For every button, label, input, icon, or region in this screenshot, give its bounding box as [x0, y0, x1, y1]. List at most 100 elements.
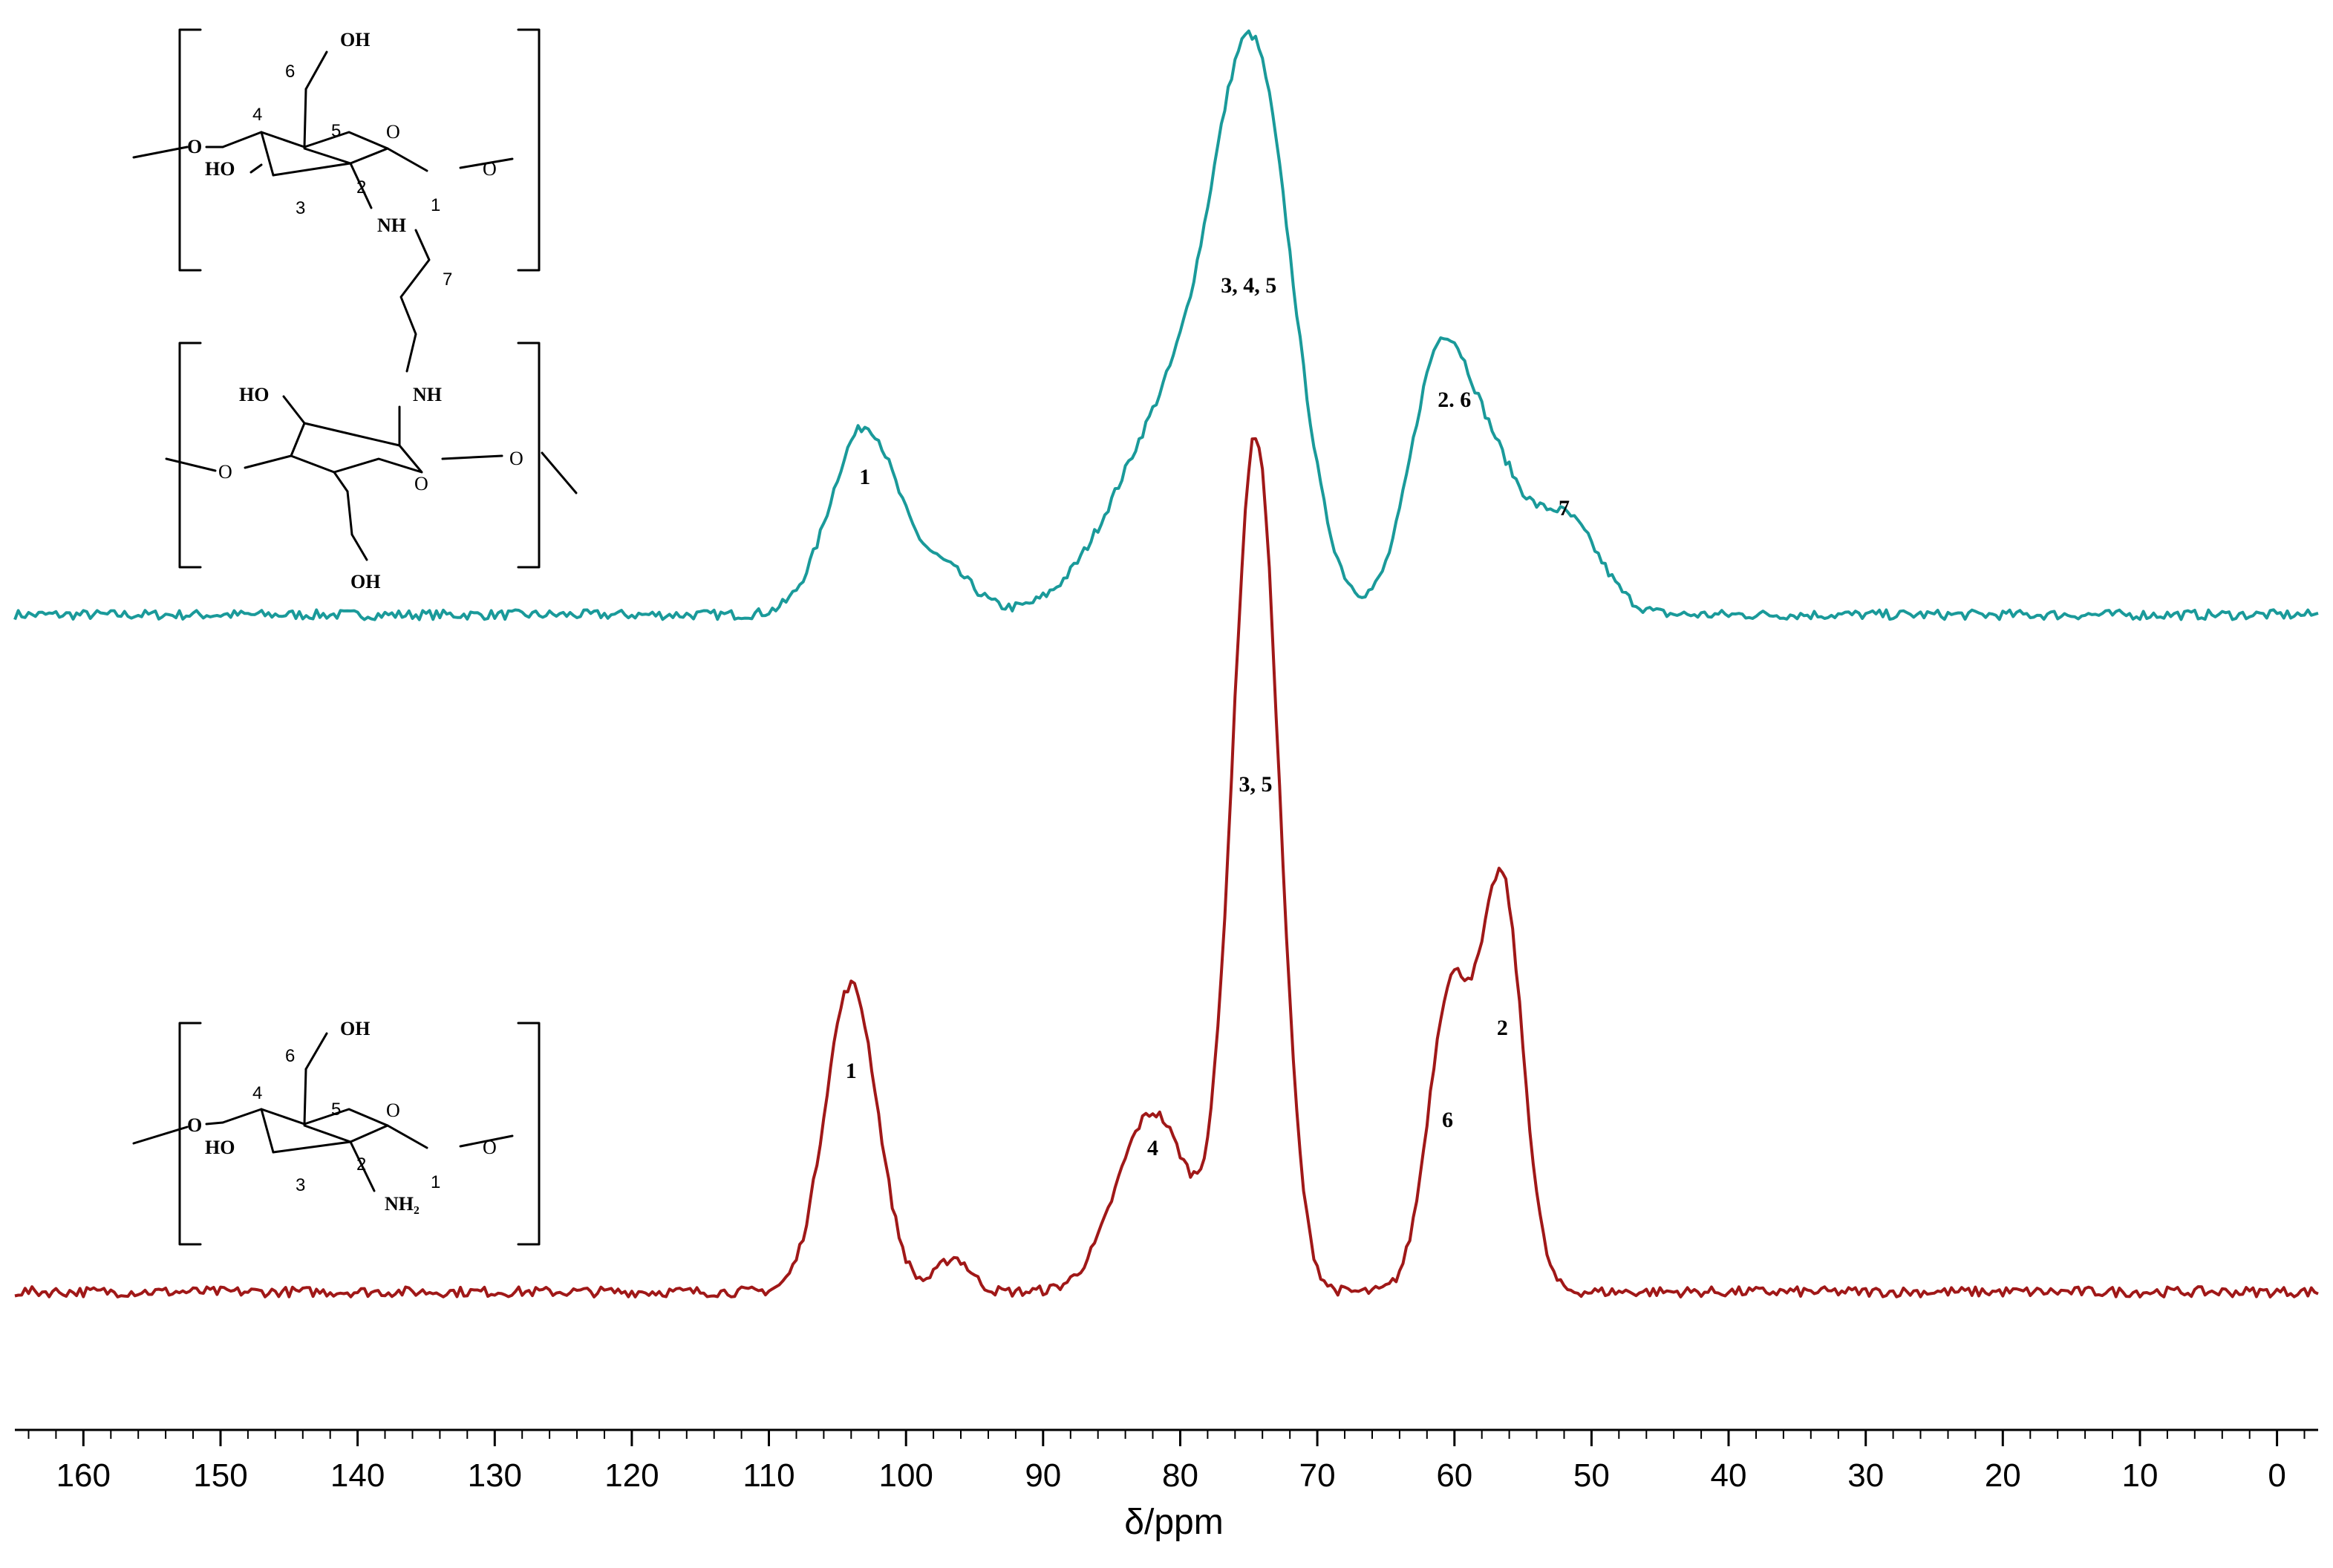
atom-nh-top: NH	[377, 215, 406, 236]
ring-lower-o-right	[441, 454, 503, 460]
bracket-left-lower	[178, 342, 202, 569]
atom-nh2-chitosan: NH₂	[385, 1193, 420, 1215]
ring-lower-bond-a	[333, 471, 349, 493]
carbon-6-top: 6	[285, 62, 295, 82]
peak-label-top-0: 1	[859, 465, 870, 489]
atom-ho-top: HO	[205, 158, 235, 180]
x-tick-label-40: 40	[1711, 1457, 1747, 1494]
ring-upper-bond-b	[272, 162, 352, 177]
carbon-3-top: 3	[296, 198, 305, 218]
carbon-3-chitosan: 3	[296, 1175, 305, 1195]
ring-upper-o-right2	[459, 157, 514, 169]
atom-o-chitosan-left: O	[187, 1114, 202, 1136]
carbon-4-chitosan: 4	[252, 1083, 262, 1103]
peak-label-top-2: 2. 6	[1438, 388, 1471, 412]
atom-oh-top: OH	[340, 29, 370, 50]
spectrum-line-top	[13, 29, 2319, 621]
atom-o-lower-left: O	[218, 461, 232, 483]
ring-chitosan-bond-c	[303, 1068, 307, 1126]
spectrum-line-bottom	[14, 437, 2319, 1298]
structure-crosslinked-chitosan: OH O O O HO NH 6 4 5 3 2 1 7 HO NH O O O…	[132, 28, 578, 592]
atom-o-chitosan-right: O	[483, 1137, 497, 1158]
spectrum-series-layer	[13, 29, 2319, 1298]
atom-ho-chitosan: HO	[205, 1137, 235, 1158]
ring-lower-o-left	[165, 457, 217, 472]
x-tick-label-130: 130	[468, 1457, 522, 1494]
ring-upper-ho	[249, 163, 263, 174]
ring-chitosan-o-left	[132, 1126, 189, 1145]
carbon-2-chitosan: 2	[356, 1154, 366, 1175]
carbon-4-top: 4	[252, 105, 262, 125]
bracket-right-upper	[517, 28, 541, 272]
x-tick-label-20: 20	[1985, 1457, 2021, 1494]
bracket-right-lower	[517, 342, 541, 569]
peak-label-bottom-0: 1	[846, 1059, 857, 1083]
atom-o-top-left: O	[187, 136, 202, 157]
x-tick-label-60: 60	[1436, 1457, 1472, 1494]
atom-nh-lower: NH	[413, 384, 442, 405]
carbon-1-chitosan: 1	[431, 1172, 440, 1192]
ring-upper-bond-a	[260, 131, 275, 177]
ring-lower-bond-b	[346, 490, 353, 536]
x-tick-label-150: 150	[193, 1457, 247, 1494]
atom-o-top-right: O	[483, 158, 497, 180]
ring-lower	[244, 422, 423, 474]
peak-label-bottom-1: 4	[1147, 1136, 1158, 1160]
x-tick-label-50: 50	[1573, 1457, 1610, 1494]
ring-upper-o-right	[386, 147, 428, 172]
x-tick-label-140: 140	[330, 1457, 385, 1494]
bracket-left-upper	[178, 28, 202, 272]
bracket-left-chitosan	[178, 1022, 202, 1246]
peak-label-bottom-2: 3, 5	[1239, 772, 1273, 797]
linker-chain	[399, 229, 431, 373]
peak-label-top-3: 7	[1559, 496, 1570, 520]
peak-label-bottom-4: 2	[1497, 1016, 1508, 1040]
x-axis-title: δ/ppm	[1124, 1503, 1223, 1542]
ring-upper-nh	[349, 162, 373, 209]
atom-o-chitosan-ring: O	[386, 1100, 400, 1121]
ring-chitosan-bond-d	[304, 1032, 328, 1071]
peak-label-top-1: 3, 4, 5	[1221, 273, 1276, 298]
ring-chitosan-o-left2	[205, 1121, 224, 1126]
ring-chitosan-nh2	[349, 1140, 376, 1192]
x-tick-label-90: 90	[1025, 1457, 1061, 1494]
ring-lower-bond-c	[350, 533, 368, 561]
x-tick-label-30: 30	[1847, 1457, 1884, 1494]
x-axis-ticks: 160 150 140 130 120 110 100 90 80 70 60 50 40 30 20 10 0	[27, 1430, 2306, 1494]
carbon-5-chitosan: 5	[331, 1100, 341, 1120]
ring-chitosan-o-right2	[459, 1134, 514, 1148]
ring-chitosan-bond-b	[272, 1140, 352, 1154]
atom-o-top-ring: O	[386, 121, 400, 143]
carbon-2-top: 2	[356, 177, 366, 197]
atom-o-lower-right: O	[509, 448, 523, 469]
atom-o-lower-ring: O	[414, 473, 428, 494]
x-tick-label-10: 10	[2122, 1457, 2159, 1494]
bracket-right-chitosan	[517, 1022, 541, 1246]
carbon-6-chitosan: 6	[285, 1046, 295, 1066]
ring-chitosan-bond-a	[260, 1108, 275, 1154]
atom-oh-chitosan: OH	[340, 1018, 370, 1039]
x-tick-label-110: 110	[743, 1457, 794, 1494]
ring-lower-ho	[282, 395, 306, 425]
peak-label-bottom-3: 6	[1442, 1108, 1453, 1132]
x-tick-label-100: 100	[878, 1457, 933, 1494]
peak-annotation-layer: 1 3, 4, 5 2. 6 7 1 4 3, 5 6 2	[846, 273, 1570, 1160]
ring-lower-o-right2	[541, 451, 578, 494]
ring-upper-bond-c	[303, 88, 307, 148]
atom-oh-lower: OH	[350, 571, 380, 592]
atom-ho-lower: HO	[239, 384, 269, 405]
ring-upper-o-left	[132, 146, 189, 159]
carbon-7-top: 7	[443, 270, 452, 290]
ring-upper-bond-d	[304, 50, 328, 91]
x-tick-label-160: 160	[56, 1457, 111, 1494]
x-tick-label-0: 0	[2268, 1457, 2285, 1494]
carbon-5-top: 5	[331, 121, 341, 141]
x-tick-label-120: 120	[604, 1457, 659, 1494]
x-axis: 160 150 140 130 120 110 100 90 80 70 60 50 40 30 20 10 0…	[15, 1428, 2318, 1542]
carbon-1-top: 1	[431, 195, 440, 215]
x-tick-label-80: 80	[1162, 1457, 1198, 1494]
x-tick-label-70: 70	[1299, 1457, 1336, 1494]
ring-chitosan-o-right	[386, 1124, 428, 1149]
structure-chitosan: OH O O O HO NH₂ 6 4 5 3 2 1	[132, 1018, 541, 1246]
